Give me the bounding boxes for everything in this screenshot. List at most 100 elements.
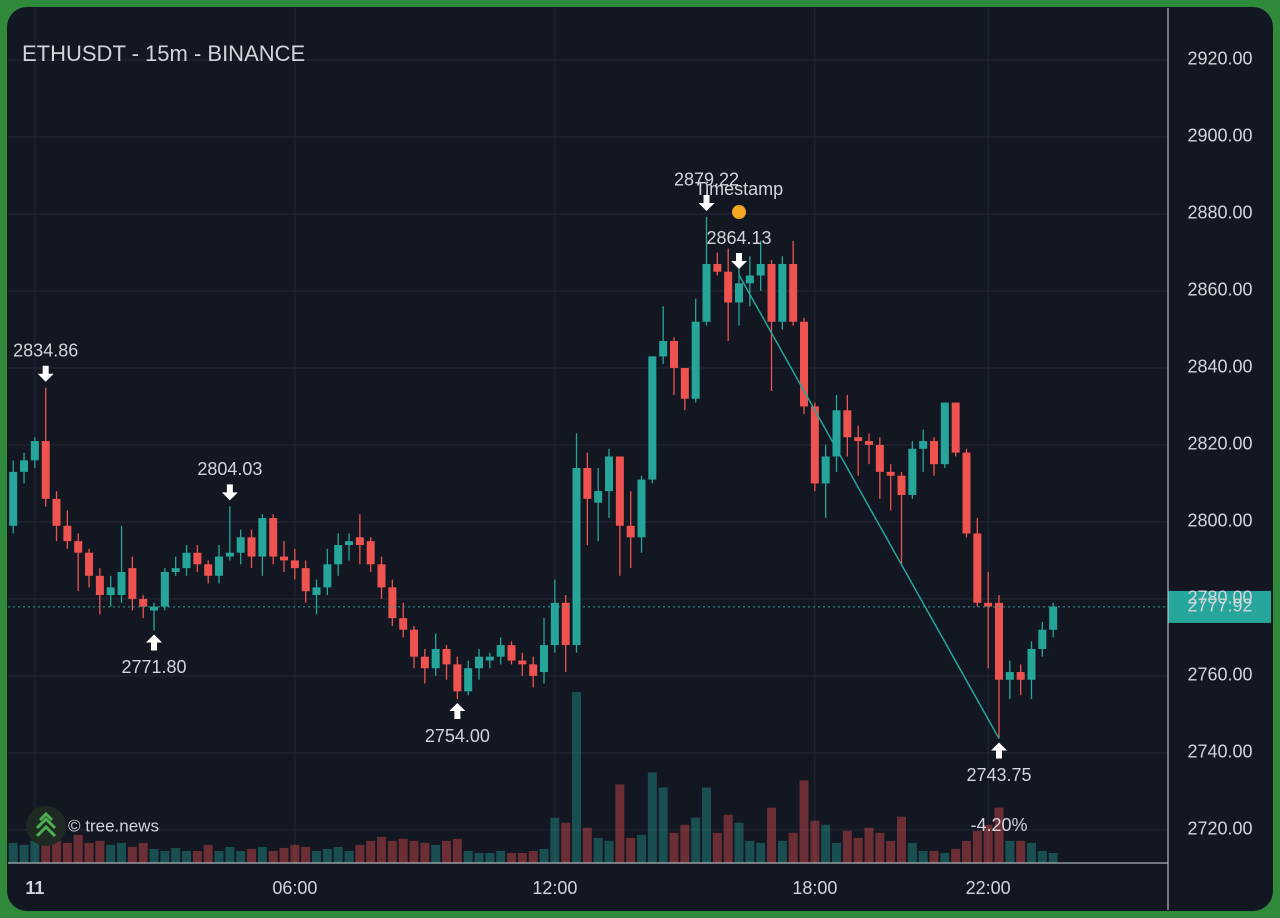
volume-bar — [366, 840, 376, 863]
candle-body — [117, 571, 126, 596]
candle-body — [735, 283, 744, 303]
candle-body — [290, 560, 299, 569]
annotation-label: 2834.86 — [13, 340, 78, 360]
volume-bar — [777, 840, 787, 863]
candle-body — [529, 664, 538, 676]
candle-body — [139, 598, 148, 607]
candle-body — [865, 441, 874, 445]
candle-body — [875, 444, 884, 472]
candle-body — [280, 556, 289, 561]
candle-body — [160, 571, 169, 607]
volume-bar — [907, 842, 917, 863]
candle-body — [962, 452, 971, 534]
volume-bar — [420, 842, 430, 863]
volume-bar — [355, 844, 365, 863]
y-tick-label: 2780.00 — [1187, 588, 1252, 608]
volume-bar — [1048, 852, 1058, 863]
volume-bar — [474, 852, 484, 863]
panel — [7, 7, 1273, 911]
volume-bar — [236, 850, 246, 863]
volume-bar — [593, 837, 603, 863]
volume-bar — [658, 787, 668, 863]
candle-body — [626, 525, 635, 538]
last-price-tag — [1168, 590, 1271, 623]
volume-layer — [8, 692, 1058, 863]
volume-bar — [669, 832, 679, 863]
candle-body — [85, 552, 94, 576]
y-tick-label: 2840.00 — [1187, 357, 1252, 377]
volume-bar — [333, 846, 343, 863]
volume-bar — [767, 807, 777, 863]
candle-body — [518, 660, 527, 665]
candle-body — [312, 587, 321, 596]
candle-body — [810, 406, 819, 484]
volume-bar — [322, 848, 332, 863]
candle-body — [550, 602, 559, 646]
candle-body — [453, 664, 462, 692]
volume-bar — [918, 850, 928, 863]
candle-body — [431, 648, 440, 669]
overlay-layer: 2777.92 2834.86 2771.80 2804.03 2754.00 2879.… — [8, 170, 1271, 835]
volume-bar — [572, 692, 582, 863]
volume-bar — [929, 850, 939, 863]
candle-body — [713, 263, 722, 272]
volume-bar — [149, 848, 159, 863]
volume-bar — [528, 850, 538, 863]
volume-bar — [19, 844, 29, 863]
candle-body — [204, 564, 213, 576]
candle-body — [843, 410, 852, 438]
volume-bar — [832, 842, 842, 863]
candle-body — [1049, 606, 1058, 630]
candle-body — [940, 402, 949, 465]
volume-bar — [615, 784, 625, 863]
candle-body — [670, 340, 679, 368]
volume-bar — [387, 840, 397, 863]
y-tick-label: 2900.00 — [1187, 126, 1252, 146]
candle-body — [323, 564, 332, 588]
last-price-label: 2777.92 — [1187, 596, 1252, 616]
candle-body — [767, 263, 776, 322]
volume-bar — [702, 787, 712, 863]
volume-bar — [431, 844, 441, 863]
volume-bar — [225, 846, 235, 863]
x-tick-label: 22:00 — [966, 878, 1011, 898]
annotation-label: 2771.80 — [121, 657, 186, 677]
volume-bar — [138, 842, 148, 863]
y-tick-label: 2820.00 — [1187, 434, 1252, 454]
candle-body — [355, 537, 364, 546]
candle-body — [171, 568, 180, 572]
volume-bar — [723, 814, 733, 863]
candle-body — [20, 460, 29, 472]
volume-bar — [409, 840, 419, 863]
volume-bar — [203, 844, 213, 863]
logo — [26, 806, 66, 846]
y-tick-label: 2800.00 — [1187, 511, 1252, 531]
candle-body — [1027, 648, 1036, 680]
candle-body — [464, 668, 473, 692]
volume-bar — [821, 824, 831, 863]
candle-body — [95, 575, 104, 596]
candle-body — [1038, 629, 1047, 649]
annotation-label: 2743.75 — [966, 765, 1031, 785]
chart-title: ETHUSDT - 15m - BINANCE — [22, 41, 305, 66]
candle-layer — [9, 216, 1058, 739]
volume-bar — [897, 816, 907, 863]
candle-body — [594, 491, 603, 503]
volume-bar — [452, 838, 462, 863]
timestamp-dot — [732, 205, 747, 220]
volume-bar — [41, 837, 51, 863]
candle-body — [648, 356, 657, 480]
candle-body — [680, 367, 689, 399]
volume-bar — [539, 848, 549, 863]
candle-body — [789, 263, 798, 322]
candle-body — [572, 468, 581, 646]
candle-body — [150, 606, 159, 611]
volume-bar — [182, 850, 192, 863]
candle-body — [886, 471, 895, 476]
candle-body — [691, 321, 700, 399]
change-label: -4.20% — [970, 815, 1027, 835]
y-tick-label: 2740.00 — [1187, 742, 1252, 762]
volume-bar — [496, 850, 506, 863]
timestamp-label: Timestamp — [695, 179, 783, 199]
